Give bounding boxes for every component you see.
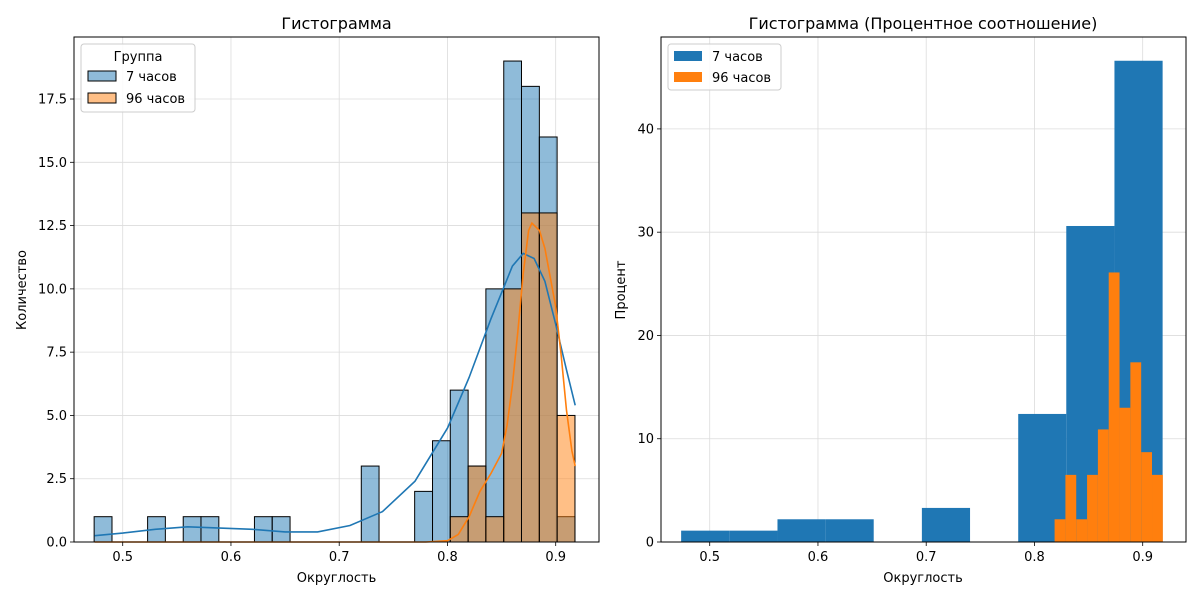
y-tick-label: 2.5 (46, 472, 67, 487)
histogram-bar (1108, 272, 1120, 542)
y-tick-label: 12.5 (38, 219, 67, 234)
histogram-bar (1141, 452, 1153, 542)
histogram-bar (432, 440, 451, 543)
x-tick-label: 0.5 (699, 550, 720, 565)
x-tick-label: 0.6 (808, 550, 829, 565)
legend-label-96h: 96 часов (712, 71, 771, 86)
chart-title: Гистограмма (281, 14, 391, 33)
histogram-bar (414, 490, 434, 543)
histogram-bar (200, 516, 220, 543)
legend-swatch-96h (674, 72, 702, 82)
y-tick-label: 10 (637, 432, 654, 447)
histogram-bar (681, 530, 730, 542)
x-tick-label: 0.9 (1132, 550, 1153, 565)
histogram-bar (825, 519, 874, 542)
x-axis-label: Округлость (297, 571, 377, 586)
y-tick-label: 7.5 (46, 346, 67, 361)
histogram-count-chart: Гистограмма 0.5 0.6 0.7 0.8 0.9 0.0 2.5 5.0 7.5… (15, 14, 600, 586)
legend-swatch-96h (87, 92, 117, 104)
x-tick-label: 0.7 (916, 550, 937, 565)
x-tick-label: 0.6 (221, 550, 242, 565)
legend-swatch-7h (674, 51, 702, 61)
histogram-bar (777, 519, 826, 542)
histogram-bar (1087, 474, 1098, 542)
y-axis-label: Процент (614, 260, 629, 319)
histogram-bar (271, 516, 291, 543)
y-axis-ticks: 0 10 20 30 40 (637, 122, 661, 551)
legend-label-96h: 96 часов (126, 92, 185, 107)
histogram-bar (1054, 519, 1066, 542)
histogram-bar (1130, 362, 1142, 542)
x-tick-label: 0.7 (329, 550, 350, 565)
plot-frame (73, 36, 600, 543)
y-tick-label: 0.0 (46, 536, 67, 551)
histogram-bar (467, 465, 487, 543)
y-tick-label: 10.0 (38, 282, 67, 297)
legend-label-7h: 7 часов (712, 50, 763, 65)
x-axis-label: Округлость (883, 571, 963, 586)
legend-swatch-7h (87, 70, 117, 82)
x-axis-ticks: 0.5 0.6 0.7 0.8 0.9 (112, 542, 566, 565)
x-tick-label: 0.9 (545, 550, 566, 565)
histogram-bar (921, 507, 971, 542)
histogram-bar (1152, 474, 1163, 542)
histogram-bar (556, 414, 576, 543)
x-tick-label: 0.8 (1024, 550, 1045, 565)
legend: Группа 7 часов 96 часов (80, 43, 196, 113)
chart-title: Гистограмма (Процентное соотношение) (749, 14, 1098, 33)
y-axis-label: Количество (15, 250, 30, 330)
histogram-bar (1065, 474, 1077, 542)
y-tick-label: 5.0 (46, 409, 67, 424)
y-tick-label: 40 (637, 122, 654, 137)
histogram-bar (485, 516, 505, 543)
x-tick-label: 0.8 (437, 550, 458, 565)
y-tick-label: 15.0 (38, 156, 67, 171)
histogram-bar (1119, 407, 1131, 542)
plot-frame (660, 36, 1187, 543)
y-tick-label: 17.5 (38, 93, 67, 108)
histogram-bar (1097, 429, 1109, 542)
y-tick-label: 0 (646, 536, 654, 551)
histogram-bar (1076, 519, 1088, 542)
legend-label-7h: 7 часов (126, 70, 177, 85)
kde-lines (94, 221, 576, 543)
y-tick-label: 30 (637, 226, 654, 241)
x-axis-ticks: 0.5 0.6 0.7 0.8 0.9 (699, 542, 1153, 565)
histogram-bar (729, 530, 778, 542)
histogram-bar (182, 516, 202, 543)
kde-line (94, 252, 576, 537)
kde-line (94, 221, 576, 543)
bars-series-96h (1054, 272, 1163, 542)
legend-title: Группа (114, 50, 163, 65)
histogram-percent-chart: Гистограмма (Процентное соотношение) 0.5… (614, 14, 1187, 586)
y-axis-ticks: 0.0 2.5 5.0 7.5 10.0 12.5 15.0 17.5 (38, 93, 74, 551)
histogram-bar (93, 516, 113, 543)
histogram-bar (360, 465, 380, 543)
y-tick-label: 20 (637, 329, 654, 344)
x-tick-label: 0.5 (112, 550, 133, 565)
legend: 7 часов 96 часов (667, 43, 782, 91)
